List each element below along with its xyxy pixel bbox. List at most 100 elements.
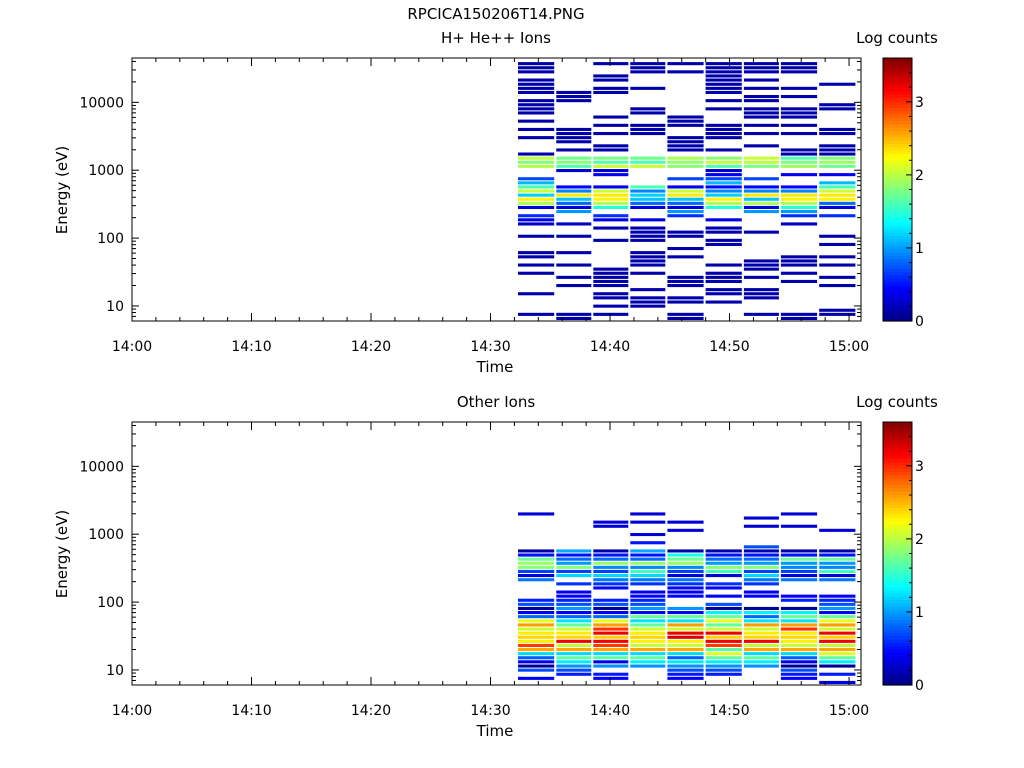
heatmap-cell <box>667 156 704 160</box>
heatmap-cell <box>518 107 555 111</box>
heatmap-cell <box>556 606 592 610</box>
heatmap-cell <box>518 312 555 316</box>
heatmap-cell <box>705 148 742 152</box>
heatmap-cell <box>819 569 856 573</box>
heatmap-cell <box>556 611 592 615</box>
heatmap-cell <box>667 312 704 316</box>
colorbar-segment <box>883 497 912 502</box>
heatmap-cell <box>593 627 629 631</box>
heatmap-cell <box>556 635 592 639</box>
heatmap-cell <box>780 611 818 615</box>
colorbar-segment <box>883 592 912 597</box>
heatmap-cell <box>743 631 779 635</box>
heatmap-cell <box>593 214 629 218</box>
heatmap-cell <box>667 300 704 304</box>
heatmap-cell <box>630 656 666 660</box>
heatmap-cell <box>743 185 779 189</box>
heatmap-cell <box>819 127 856 131</box>
heatmap-cell <box>630 578 666 582</box>
heatmap-cell <box>556 156 592 160</box>
heatmap-cell <box>556 136 592 140</box>
heatmap-cell <box>743 70 779 74</box>
heatmap-cell <box>556 95 592 99</box>
heatmap-cell <box>518 668 555 672</box>
heatmap-cell <box>667 279 704 283</box>
heatmap-cell <box>705 218 742 222</box>
heatmap-cell <box>630 512 666 516</box>
heatmap-cell <box>630 234 666 238</box>
colorbar-segment <box>883 317 912 322</box>
colorbar-segment <box>883 113 912 118</box>
heatmap-cell <box>743 132 779 136</box>
colorbar-segment <box>883 441 912 446</box>
colorbar-segment <box>883 606 912 610</box>
heatmap-cell <box>667 296 704 300</box>
heatmap-cell <box>556 660 592 664</box>
heatmap-cell <box>593 144 629 148</box>
heatmap-cell <box>593 606 629 610</box>
heatmap-cell <box>518 222 555 226</box>
heatmap-cell <box>705 656 742 660</box>
colorbar-segment <box>883 274 912 279</box>
heatmap-cell <box>556 553 592 557</box>
heatmap-cell <box>705 664 742 668</box>
heatmap-cell <box>630 300 666 304</box>
heatmap-cell <box>705 62 742 66</box>
heatmap-cell <box>556 201 592 205</box>
heatmap-cell <box>630 193 666 197</box>
heatmap-cell <box>705 263 742 267</box>
heatmap-cell <box>705 136 742 140</box>
colorbar-segment <box>883 219 912 223</box>
heatmap-cell <box>593 279 629 283</box>
heatmap-cell <box>743 590 779 594</box>
heatmap-cell <box>630 549 666 553</box>
colorbar-segment <box>883 100 912 105</box>
heatmap-cell <box>593 312 629 316</box>
heatmap-cell <box>518 177 555 181</box>
heatmap-cell <box>556 672 592 676</box>
heatmap-cell <box>705 292 742 296</box>
colorbar-segment <box>883 294 912 299</box>
colorbar-segment <box>883 425 912 430</box>
heatmap-cell <box>780 111 818 115</box>
heatmap-cell <box>556 574 592 578</box>
heatmap-cell <box>667 549 704 553</box>
top-panel-title: H+ He++ Ions <box>441 29 551 47</box>
heatmap-cell <box>819 242 856 246</box>
colorbar-segment <box>883 487 912 492</box>
heatmap-cell <box>593 549 629 553</box>
heatmap-cell <box>593 275 629 279</box>
heatmap-cell <box>705 226 742 230</box>
heatmap-cell <box>593 578 629 582</box>
top-panel: H+ He++ Ions Log counts Time Energy (eV)… <box>53 29 938 376</box>
colorbar-segment <box>883 107 912 112</box>
heatmap-cell <box>518 611 555 615</box>
heatmap-cell <box>593 193 629 197</box>
colorbar-segment <box>883 461 912 466</box>
heatmap-cell <box>743 95 779 99</box>
heatmap-cell <box>518 606 555 610</box>
x-tick-label: 14:00 <box>112 339 152 355</box>
colorbar-segment <box>883 642 912 647</box>
heatmap-cell <box>667 140 704 144</box>
heatmap-cell <box>556 557 592 561</box>
colorbar-segment <box>883 238 912 243</box>
colorbar-segment <box>883 288 912 293</box>
bottom-axes: 10 100 1000 10000 14:00 14:10 14:20 14:30 14:40 1… <box>79 421 869 719</box>
heatmap-cell <box>593 664 629 668</box>
heatmap-cell <box>667 197 704 201</box>
heatmap-cell <box>743 230 779 234</box>
heatmap-cell <box>593 62 629 66</box>
heatmap-cell <box>593 205 629 209</box>
heatmap-cell <box>819 639 856 643</box>
heatmap-cell <box>518 561 555 565</box>
heatmap-cell <box>819 553 856 557</box>
colorbar-segment <box>883 136 912 141</box>
heatmap-cell <box>518 234 555 238</box>
colorbar-segment <box>883 307 912 312</box>
colorbar-segment <box>883 573 912 578</box>
heatmap-cell <box>780 185 818 189</box>
heatmap-cell <box>518 664 555 668</box>
heatmap-cell <box>780 66 818 70</box>
heatmap-cell <box>819 680 856 684</box>
